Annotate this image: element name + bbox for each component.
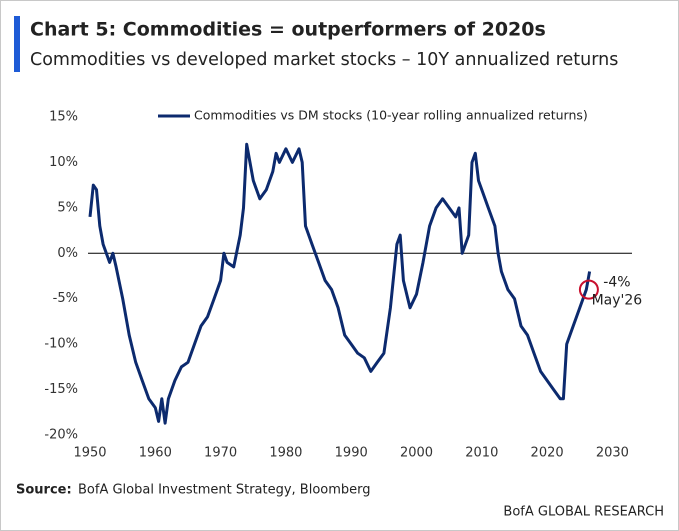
source-text: BofA Global Investment Strategy, Bloombe…: [78, 483, 371, 498]
x-tick-label: 1950: [73, 446, 106, 461]
x-tick-label: 2020: [531, 446, 564, 461]
chart-title: Chart 5: Commodities = outperformers of …: [30, 19, 546, 41]
y-tick-label: -20%: [44, 428, 78, 443]
annotation-label: -4%: [603, 275, 630, 291]
x-tick-label: 2030: [596, 446, 629, 461]
x-tick-label: 2010: [465, 446, 498, 461]
y-tick-label: -5%: [53, 291, 78, 306]
y-tick-label: 0%: [57, 246, 78, 261]
chart-subtitle: Commodities vs developed market stocks –…: [30, 50, 618, 70]
x-tick-label: 1960: [139, 446, 172, 461]
annotation-date: May'26: [592, 293, 643, 309]
y-tick-label: -15%: [44, 382, 78, 397]
x-tick-label: 1970: [204, 446, 237, 461]
y-tick-label: 10%: [49, 155, 78, 170]
source-label: Source:: [16, 483, 72, 498]
legend-label: Commodities vs DM stocks (10-year rollin…: [194, 108, 588, 123]
y-tick-label: 15%: [49, 110, 78, 125]
y-tick-label: 5%: [57, 200, 78, 215]
annotation-marker: [578, 279, 599, 300]
accent-bar: [14, 16, 20, 72]
footer: BofA GLOBAL RESEARCH: [503, 505, 664, 520]
x-tick-label: 1990: [335, 446, 368, 461]
x-tick-label: 1980: [269, 446, 302, 461]
x-tick-label: 2000: [400, 446, 433, 461]
series-line: [88, 142, 592, 425]
y-tick-label: -10%: [44, 337, 78, 352]
